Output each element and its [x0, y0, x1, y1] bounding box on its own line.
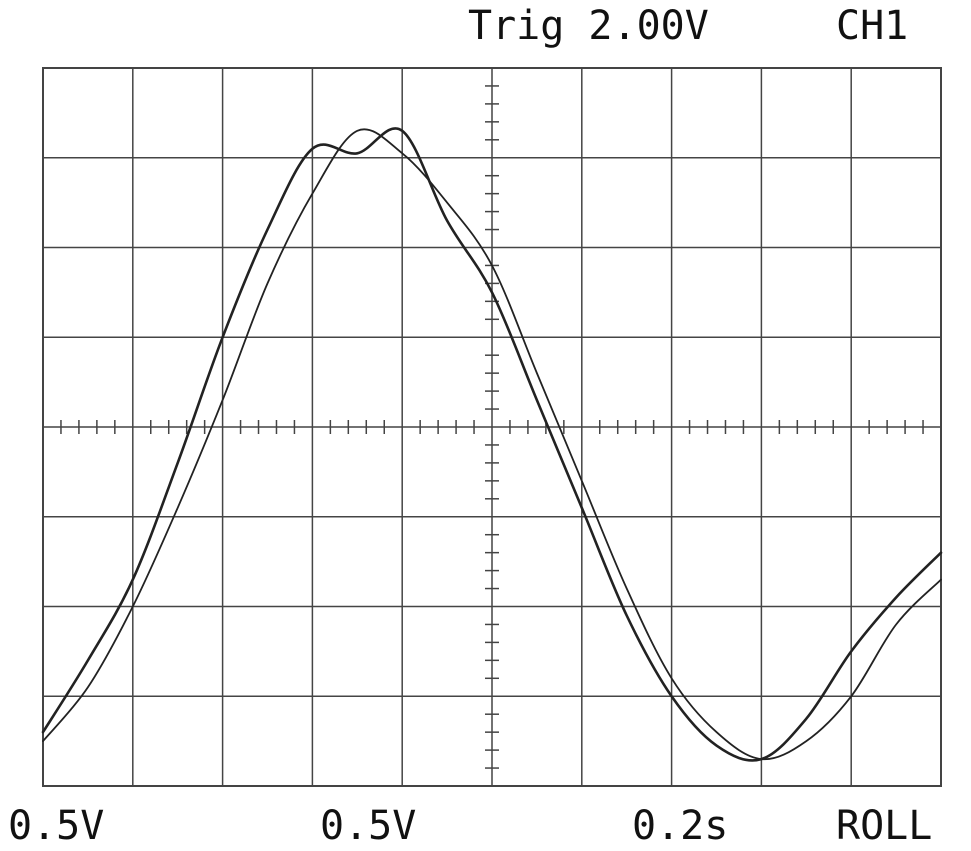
channel-label: CH1: [836, 3, 909, 49]
graticule: [43, 68, 941, 786]
timebase-label: 0.2s: [632, 803, 729, 849]
mode-label: ROLL: [836, 803, 933, 849]
traces: [41, 127, 943, 762]
trigger-level-label: Trig 2.00V: [468, 3, 709, 49]
graticule-ticks: [60, 85, 924, 769]
trace-2: [41, 127, 943, 762]
trace-1: [42, 128, 942, 761]
ch1-scale-label: 0.5V: [8, 803, 105, 849]
ch2-scale-label: 0.5V: [320, 803, 417, 849]
